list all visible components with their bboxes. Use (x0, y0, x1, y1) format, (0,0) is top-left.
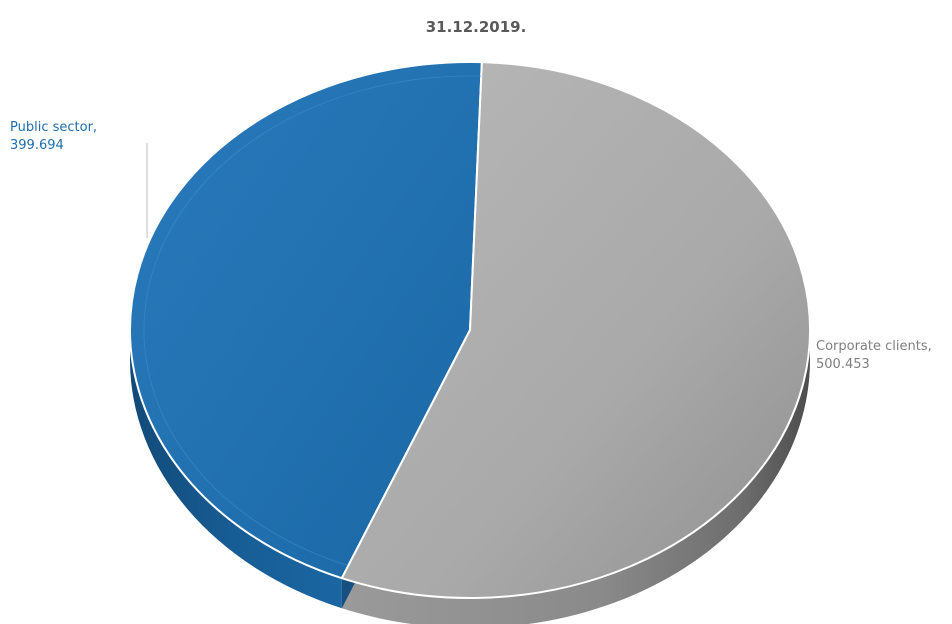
slice-label-name: Corporate clients (816, 339, 928, 354)
pie-side-public-sector (130, 330, 342, 609)
pie-slice-public-sector (129, 61, 483, 580)
slice-label-value: 399.694 (10, 138, 64, 153)
pie-rim-highlight (143, 75, 482, 566)
pie-side-corporate-clients (341, 330, 810, 624)
pie-slice-corporate-clients (340, 61, 811, 599)
slice-label-public-sector: Public sector, 399.694 (10, 120, 98, 153)
slice-label-name: Public sector (10, 120, 93, 135)
chart-title: 31.12.2019. (425, 18, 527, 36)
slice-label-corporate-clients: Corporate clients, 500.453 (816, 339, 932, 372)
slice-label-value: 500.453 (816, 357, 870, 372)
